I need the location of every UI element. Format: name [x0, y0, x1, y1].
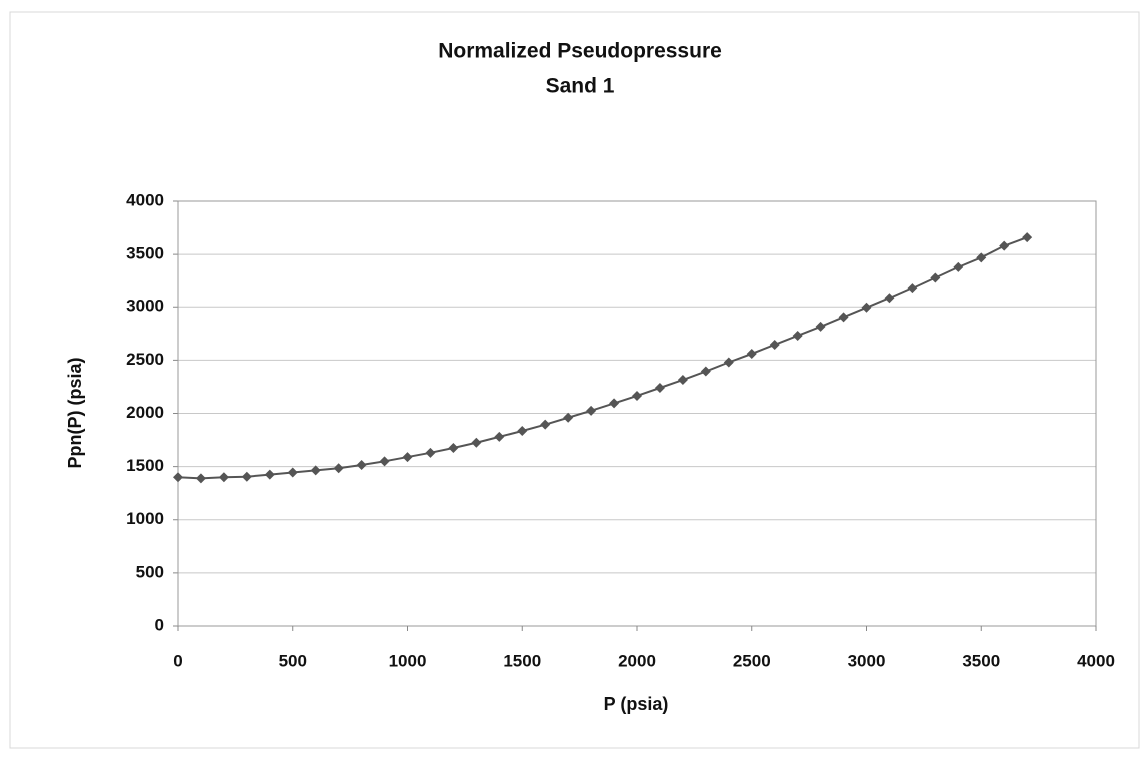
x-tick-label: 3000	[848, 651, 886, 670]
data-point	[700, 366, 711, 377]
data-point	[677, 375, 688, 386]
data-line	[177, 236, 1028, 480]
y-tick-label: 2000	[126, 403, 164, 422]
y-tick-label: 500	[136, 562, 164, 581]
data-point	[632, 390, 642, 401]
data-point	[586, 405, 597, 416]
data-point	[907, 283, 918, 294]
y-tick-label: 0	[155, 615, 164, 634]
y-tick-label: 2500	[126, 350, 164, 369]
data-point	[195, 473, 206, 484]
data-point	[930, 272, 941, 283]
data-point	[287, 467, 298, 478]
data-point	[609, 398, 620, 409]
data-point	[815, 321, 826, 332]
x-tick-label: 3500	[962, 651, 1000, 670]
data-point	[654, 383, 665, 393]
y-tick-label: 1500	[126, 456, 164, 475]
data-point	[792, 330, 803, 341]
x-tick-label: 4000	[1077, 651, 1115, 670]
data-point	[402, 452, 413, 463]
data-point	[746, 349, 757, 359]
data-point	[241, 471, 252, 482]
data-point	[999, 240, 1010, 251]
x-tick-label: 500	[279, 651, 307, 670]
y-tick-label: 4000	[126, 190, 164, 209]
x-tick-label: 2500	[733, 651, 771, 670]
data-point	[264, 469, 275, 480]
data-point	[861, 302, 872, 313]
chart-frame	[9, 11, 1140, 749]
data-point	[723, 357, 734, 368]
x-tick-label: 2000	[618, 651, 656, 670]
data-point	[173, 472, 183, 483]
x-tick-label: 1000	[389, 651, 427, 670]
data-point	[218, 472, 229, 483]
chart-subtitle: Sand 1	[546, 75, 615, 98]
chart-title: Normalized Pseudopressure	[438, 40, 722, 63]
data-point	[769, 339, 780, 350]
y-tick-label: 3000	[126, 297, 164, 316]
data-point	[425, 447, 436, 458]
x-tick-label: 0	[173, 651, 182, 670]
data-point	[953, 261, 964, 272]
data-point	[540, 419, 551, 430]
data-point	[1022, 232, 1033, 243]
data-point	[494, 431, 505, 442]
data-point	[333, 463, 344, 474]
data-point	[976, 252, 987, 263]
y-axis-label: Ppn(P) (psia)	[65, 357, 85, 468]
data-point	[379, 456, 390, 467]
data-point	[517, 426, 528, 437]
x-axis-label: P (psia)	[604, 694, 669, 714]
data-point	[563, 412, 574, 423]
x-tick-label: 1500	[503, 651, 541, 670]
data-point	[471, 437, 482, 448]
data-point	[448, 443, 459, 454]
data-point	[310, 465, 321, 476]
y-tick-label: 1000	[126, 509, 164, 528]
data-point	[838, 312, 849, 323]
data-point	[884, 293, 895, 304]
y-tick-label: 3500	[126, 244, 164, 263]
data-point	[356, 460, 367, 471]
